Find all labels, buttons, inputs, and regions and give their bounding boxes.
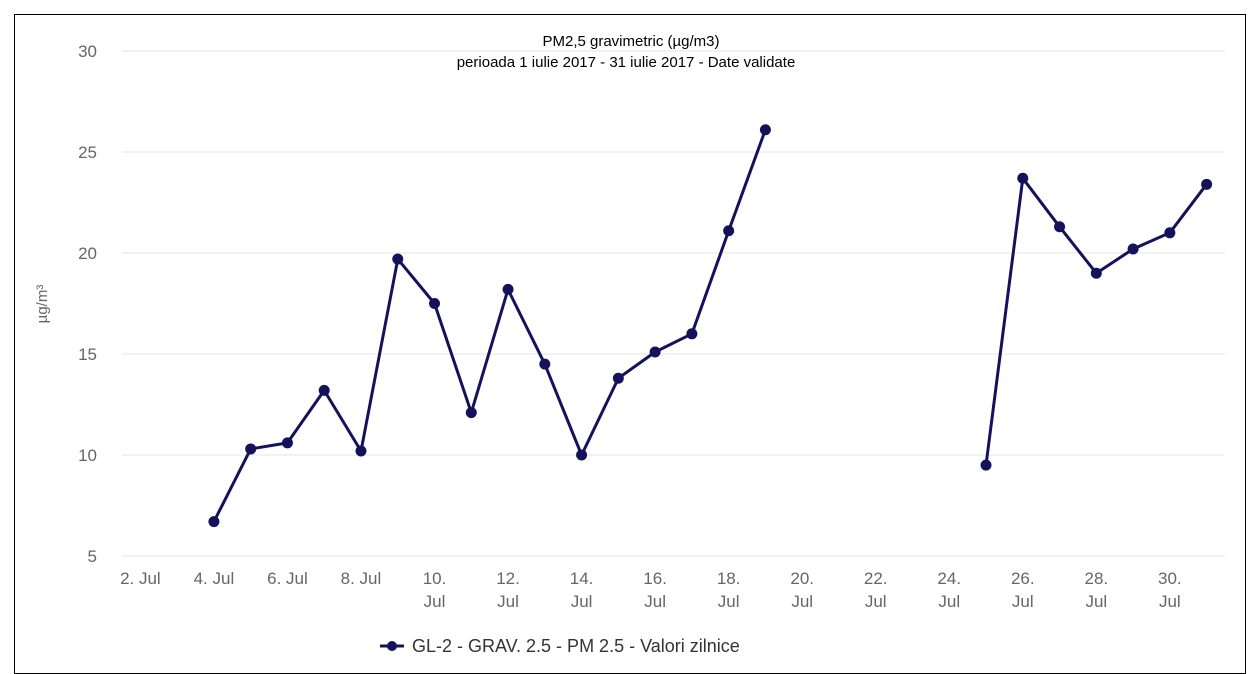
data-point-jul-10[interactable] [429, 298, 441, 309]
x-tick-label: 10. Jul [423, 569, 447, 611]
y-tick-label: 5 [88, 547, 97, 566]
y-axis-ticks: 5 10 15 20 25 30 [78, 42, 97, 566]
x-tick-label: 24. Jul [937, 569, 961, 611]
data-point-jul-31[interactable] [1201, 178, 1213, 190]
data-point-jul-30[interactable] [1164, 227, 1176, 239]
data-point-jul-13[interactable] [539, 358, 551, 370]
legend-label: GL-2 - GRAV. 2.5 - PM 2.5 - Valori zilni… [412, 636, 740, 656]
series-line-segment [984, 176, 1208, 466]
series-group [208, 124, 1213, 528]
data-point-jul-9[interactable] [392, 253, 404, 265]
y-tick-label: 30 [78, 42, 97, 61]
x-tick-label: 16. Jul [643, 569, 667, 611]
y-tick-label: 20 [78, 244, 97, 263]
x-tick-label: 2. Jul [120, 569, 161, 588]
data-point-jul-16[interactable] [649, 346, 661, 358]
x-axis-ticks: 2. Jul 4. Jul 6. Jul 8. Jul 10. Jul 12. Jul 14. J… [120, 569, 1182, 611]
data-point-jul-27[interactable] [1054, 221, 1066, 233]
x-tick-label: 26. Jul [1011, 569, 1035, 611]
data-point-jul-15[interactable] [612, 372, 624, 384]
y-tick-label: 10 [78, 446, 97, 465]
x-tick-label: 28. Jul [1084, 569, 1108, 611]
data-point-jul-6[interactable] [281, 437, 293, 449]
data-point-jul-17[interactable] [686, 328, 698, 340]
data-point-jul-11[interactable] [465, 407, 477, 419]
legend-marker-icon [387, 641, 397, 651]
x-tick-label: 18. Jul [717, 569, 741, 611]
x-tick-label: 30. Jul [1158, 569, 1182, 611]
x-tick-label: 22. Jul [864, 569, 888, 611]
data-point-jul-18[interactable] [723, 225, 735, 237]
x-tick-label: 6. Jul [267, 569, 308, 588]
x-tick-label: 12. Jul [496, 569, 520, 611]
chart-frame [14, 14, 1246, 674]
x-tick-label: 14. Jul [570, 569, 594, 611]
data-point-jul-26[interactable] [1017, 172, 1029, 184]
y-axis-label: µg/m³ [34, 285, 51, 324]
grid-lines [122, 50, 1225, 557]
x-tick-label: 20. Jul [790, 569, 814, 611]
data-point-jul-4[interactable] [208, 516, 220, 528]
chart-title: PM2,5 gravimetric (µg/m3) [542, 33, 719, 50]
y-tick-label: 15 [78, 345, 97, 364]
data-point-jul-29[interactable] [1127, 243, 1139, 255]
chart-subtitle: perioada 1 iulie 2017 - 31 iulie 2017 - … [457, 54, 796, 71]
data-point-jul-5[interactable] [245, 443, 257, 455]
data-point-jul-19[interactable] [759, 124, 771, 136]
data-point-jul-28[interactable] [1090, 267, 1102, 279]
data-point-jul-8[interactable] [355, 445, 367, 457]
series-line-segment [212, 129, 767, 523]
y-tick-label: 25 [78, 143, 97, 162]
data-point-jul-14[interactable] [576, 449, 588, 461]
legend[interactable]: GL-2 - GRAV. 2.5 - PM 2.5 - Valori zilni… [380, 636, 740, 656]
data-point-jul-7[interactable] [318, 384, 330, 396]
x-tick-label: 4. Jul [194, 569, 235, 588]
data-point-jul-12[interactable] [502, 283, 514, 295]
data-point-jul-25[interactable] [980, 459, 992, 471]
x-tick-label: 8. Jul [341, 569, 382, 588]
